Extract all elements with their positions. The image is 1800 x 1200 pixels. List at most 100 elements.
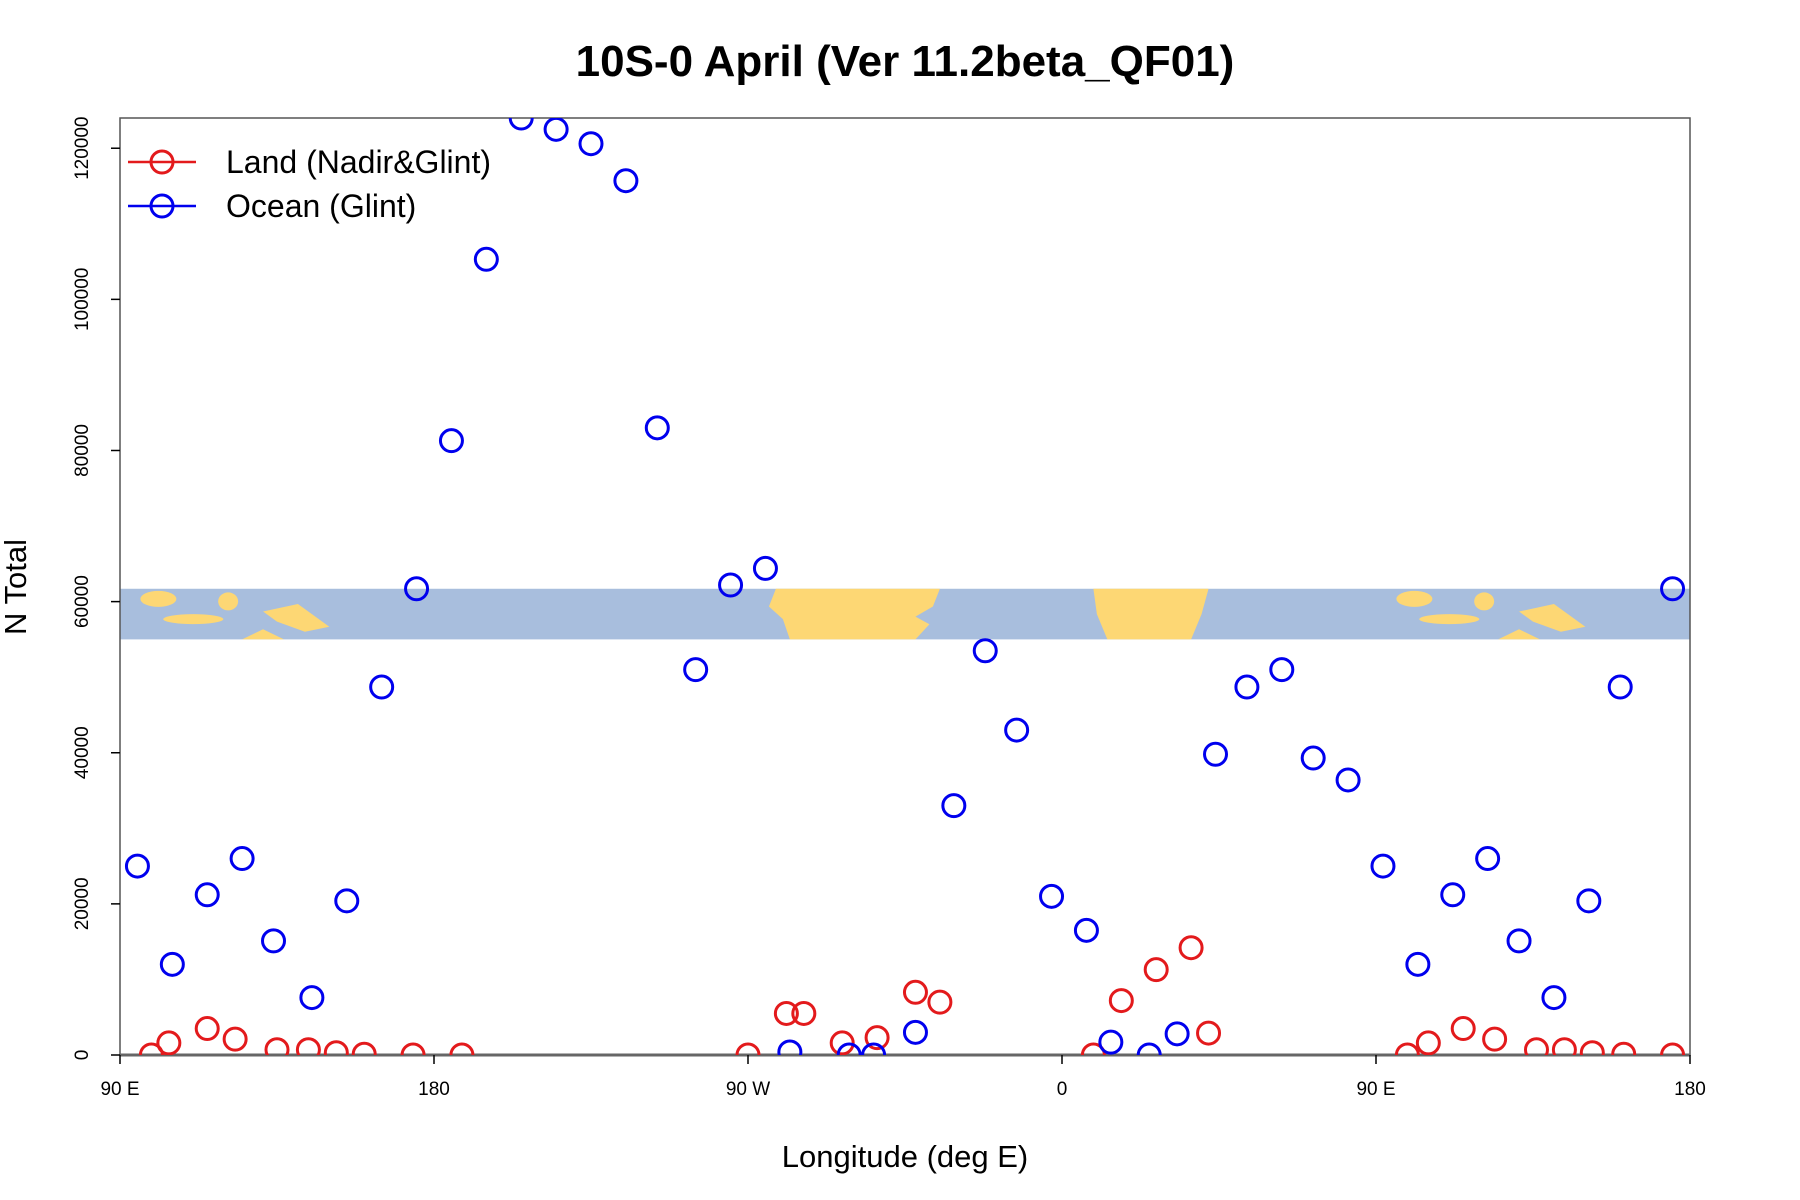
map-land-sulawesi <box>1474 592 1495 611</box>
data-point <box>613 168 639 194</box>
data-point <box>1143 957 1169 983</box>
data-point <box>791 1000 817 1026</box>
data-point <box>1551 1037 1577 1055</box>
y-tick-label: 60000 <box>72 575 93 628</box>
data-point <box>1335 767 1361 793</box>
data-point <box>864 1025 890 1051</box>
x-tick-label: 0 <box>1057 1079 1068 1100</box>
x-tick-label: 180 <box>418 1079 450 1100</box>
series-ocean <box>124 118 1686 1055</box>
chart-title: 10S-0 April (Ver 11.2beta_QF01) <box>576 37 1235 86</box>
data-point <box>718 572 744 598</box>
data-point <box>1475 846 1501 872</box>
map-land-borneo <box>1396 590 1433 607</box>
world-map-strip <box>120 588 1690 640</box>
data-point <box>902 1019 928 1045</box>
data-point <box>1234 674 1260 700</box>
x-tick-label: 90 W <box>726 1079 770 1100</box>
map-land-africa <box>1093 588 1209 640</box>
data-point <box>972 638 998 664</box>
data-point <box>369 674 395 700</box>
map-land-asia-pacific <box>1396 590 1586 640</box>
data-point <box>334 888 360 914</box>
data-points <box>124 118 1686 1055</box>
map-land-borneo <box>140 590 177 607</box>
data-point <box>473 246 499 272</box>
map-land-south-america <box>768 588 940 640</box>
series-land <box>138 935 1686 1055</box>
data-point <box>927 989 953 1015</box>
x-tick-label: 90 E <box>1356 1079 1395 1100</box>
data-point <box>229 846 255 872</box>
data-point <box>323 1040 349 1055</box>
data-point <box>578 131 604 157</box>
data-point <box>1370 853 1396 879</box>
x-tick-label: 90 E <box>100 1079 139 1100</box>
map-land-java <box>163 614 224 625</box>
data-point <box>941 793 967 819</box>
data-point <box>1039 883 1065 909</box>
data-point <box>222 1026 248 1052</box>
data-point <box>902 979 928 1005</box>
legend-item-land: Land (Nadir&Glint) <box>128 144 491 180</box>
data-point <box>138 1042 164 1055</box>
y-tick-label: 120000 <box>72 117 93 180</box>
data-point <box>1607 674 1633 700</box>
data-point <box>644 415 670 441</box>
data-point <box>1080 1042 1106 1055</box>
legend-item-ocean: Ocean (Glint) <box>128 188 416 224</box>
data-point <box>1108 988 1134 1014</box>
data-point <box>508 118 534 131</box>
data-point <box>1405 951 1431 977</box>
data-point <box>773 1000 799 1026</box>
data-point <box>1450 1016 1476 1042</box>
data-point <box>159 951 185 977</box>
map-land-new-guinea <box>1519 603 1586 632</box>
y-axis-label: N Total <box>0 539 33 635</box>
data-point <box>1523 1037 1549 1055</box>
x-axis: 90 E 180 90 W 0 90 E 180 <box>100 1055 1706 1100</box>
data-point <box>1394 1042 1420 1055</box>
data-point <box>1482 1026 1508 1052</box>
legend-marker-land <box>149 149 175 175</box>
y-tick-label: 100000 <box>72 268 93 331</box>
data-point <box>264 1037 290 1055</box>
map-land-asia-pacific <box>140 590 330 640</box>
map-land-new-guinea <box>263 603 330 632</box>
data-point <box>1196 1020 1222 1046</box>
data-point <box>861 1042 887 1055</box>
data-point <box>1136 1042 1162 1055</box>
data-point <box>1660 1042 1686 1055</box>
map-land-australia <box>242 629 284 640</box>
data-point <box>777 1039 803 1055</box>
data-point <box>400 1042 426 1055</box>
x-tick-label: 180 <box>1674 1079 1706 1100</box>
data-point <box>449 1042 475 1055</box>
legend-label-land: Land (Nadir&Glint) <box>226 144 491 180</box>
map-land-java <box>1419 614 1480 625</box>
data-point <box>1004 717 1030 743</box>
data-point <box>1073 917 1099 943</box>
y-axis: 0 20000 40000 60000 80000 100000 120000 <box>72 117 120 1060</box>
data-point <box>1203 741 1229 767</box>
data-point <box>829 1030 855 1055</box>
map-land-australia <box>1498 629 1540 640</box>
data-point <box>1576 888 1602 914</box>
data-point <box>295 1037 321 1055</box>
data-point <box>351 1041 377 1055</box>
data-point <box>1178 935 1204 961</box>
data-point <box>735 1042 761 1055</box>
map-land-sulawesi <box>218 592 239 611</box>
data-point <box>261 928 287 954</box>
data-point <box>1541 985 1567 1011</box>
data-point <box>156 1030 182 1055</box>
y-tick-label: 40000 <box>72 726 93 779</box>
data-point <box>683 657 709 683</box>
plot-frame <box>119 117 1691 1056</box>
legend: Land (Nadir&Glint) Ocean (Glint) <box>128 144 491 224</box>
data-point <box>1660 576 1686 602</box>
data-point <box>752 555 778 581</box>
data-point <box>1440 882 1466 908</box>
y-tick-label: 80000 <box>72 424 93 477</box>
